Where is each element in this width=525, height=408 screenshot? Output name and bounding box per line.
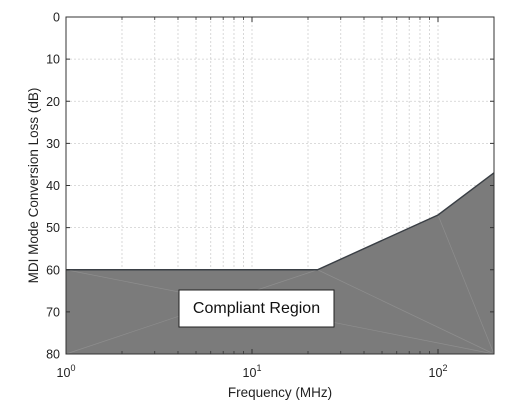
y-tick-label: 70: [46, 305, 60, 319]
x-axis-label: Frequency (MHz): [228, 385, 332, 400]
region-label: Compliant Region: [193, 300, 320, 317]
y-tick-label: 80: [46, 348, 60, 362]
y-tick-label: 50: [46, 221, 60, 235]
x-tick-label: 102: [429, 363, 448, 380]
area-facet-line: [317, 269, 495, 355]
y-tick-label: 60: [46, 263, 60, 277]
region-label-background: [178, 289, 335, 328]
y-tick-label: 0: [53, 11, 60, 25]
y-tick-label: 30: [46, 137, 60, 151]
y-tick-label: 40: [46, 179, 60, 193]
y-tick-label: 20: [46, 95, 60, 109]
region-label-box: Compliant Region: [178, 289, 335, 328]
area-facet-line: [437, 214, 495, 355]
x-tick-label: 100: [57, 363, 76, 380]
plot-frame: [65, 16, 495, 355]
x-tick-label: 101: [243, 363, 262, 380]
y-axis-label: MDI Mode Conversion Loss (dB): [26, 88, 41, 284]
y-tick-label: 10: [46, 53, 60, 67]
limit-line: [66, 172, 495, 271]
compliant-area: [66, 172, 494, 354]
